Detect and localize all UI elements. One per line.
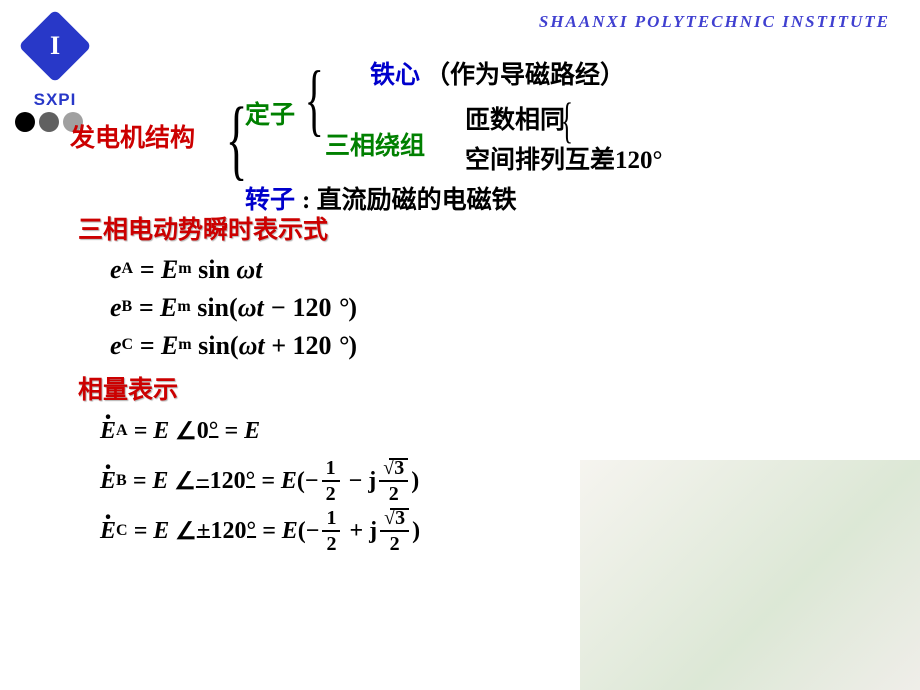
tree-winding-detail2: 空间排列互差120° xyxy=(465,140,663,176)
logo-letter: I xyxy=(50,31,60,61)
dot-2 xyxy=(39,112,59,132)
equation-ea: eA = Em sin ωt xyxy=(110,250,900,288)
tree-winding-detail1: 匝数相同 xyxy=(465,100,565,136)
phasor-ea: EA = E ∠0° = E xyxy=(100,406,900,456)
equation-eb: eB = Em sin(ωt − 120 °) xyxy=(110,288,900,326)
equation-ec: eC = Em sin(ωt + 120 °) xyxy=(110,326,900,364)
angle-c: +120° xyxy=(197,518,256,544)
tree-winding: 三相绕组 xyxy=(325,126,425,162)
tree-iron-desc: （作为导磁路经） xyxy=(425,55,625,91)
institute-header: SHAANXI POLYTECHNIC INSTITUTE xyxy=(539,12,890,32)
instant-equations: eA = Em sin ωt eB = Em sin(ωt − 120 °) e… xyxy=(110,250,900,364)
structure-tree: 发电机结构 { 定子 转子 : 直流励磁的电磁铁 { 铁心 （作为导磁路经） 三… xyxy=(70,40,900,210)
phasor-eb: EB = E ∠−120° = E(− 12 − j √32 ) xyxy=(100,456,900,506)
tree-rotor-desc: : 直流励磁的电磁铁 xyxy=(302,180,517,216)
phasor-equations: EA = E ∠0° = E EB = E ∠−120° = E(− 12 − … xyxy=(100,406,900,556)
tree-iron: 铁心 xyxy=(370,55,420,91)
subtitle-phasor: 相量表示 xyxy=(78,370,900,406)
frac-num: 1 xyxy=(322,458,340,482)
tree-stator: 定子 xyxy=(245,95,295,131)
dot-1 xyxy=(15,112,35,132)
angle-b: −120° xyxy=(196,468,255,494)
angle-a: 0° xyxy=(197,418,219,444)
main-content: 发电机结构 { 定子 转子 : 直流励磁的电磁铁 { 铁心 （作为导磁路经） 三… xyxy=(70,40,900,556)
tree-root: 发电机结构 xyxy=(70,118,195,154)
brace-icon: { xyxy=(305,60,324,140)
frac-den: 2 xyxy=(326,482,336,504)
phasor-ec: EC = E ∠+120° = E(− 12 + j √32 ) xyxy=(100,506,900,556)
tree-rotor: 转子 xyxy=(245,180,295,216)
